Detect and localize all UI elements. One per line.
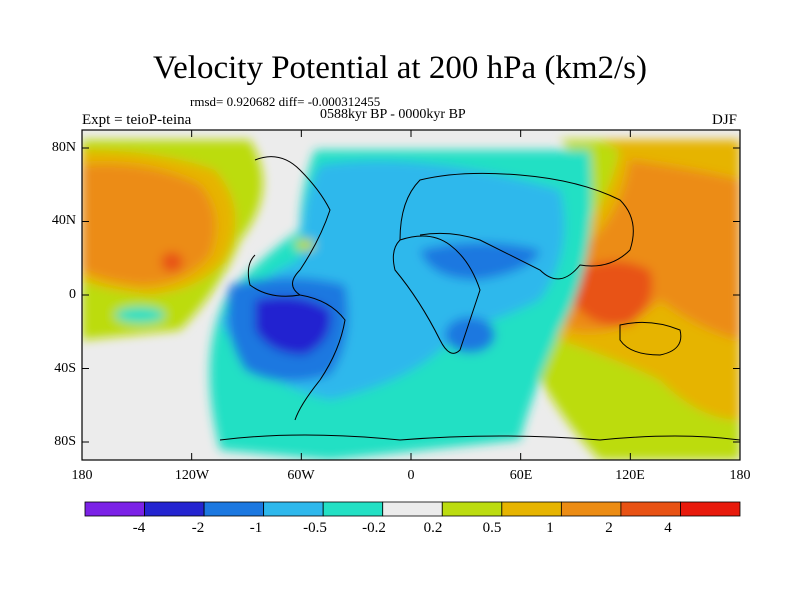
colorbar	[84, 501, 741, 517]
colorbar-label: -4	[132, 520, 146, 536]
colorbar-label: 1	[546, 520, 554, 536]
colorbar-label: 0.5	[482, 520, 502, 536]
lat-label-40s: 40S	[54, 361, 76, 376]
colorbar-swatch	[322, 501, 384, 517]
colorbar-swatch	[263, 501, 324, 517]
lon-label-180w: 180	[71, 468, 93, 483]
colorbar-label: 2	[605, 520, 613, 536]
colorbar-label: 4	[664, 520, 672, 536]
colorbar-swatch	[620, 501, 681, 517]
lon-label-0: 0	[407, 468, 415, 483]
axis-ticks	[81, 130, 741, 460]
period-label: 0588kyr BP - 0000kyr BP	[320, 107, 466, 122]
lon-label-120e: 120E	[615, 468, 645, 483]
colorbar-label: -1	[249, 520, 263, 536]
map-title: Velocity Potential at 200 hPa (km2/s)	[152, 50, 648, 86]
lat-label-80s: 80S	[54, 434, 76, 449]
colorbar-swatch	[203, 501, 265, 517]
lat-label-40n: 40N	[51, 213, 76, 228]
colorbar-label: -0.2	[362, 520, 386, 536]
rmsd-diff-stats: rmsd= 0.920682 diff= -0.000312455	[190, 94, 381, 109]
experiment-label: Expt = teioP-teina	[82, 112, 192, 128]
lat-label-80n: 80N	[51, 140, 76, 155]
lat-label-eq: 0	[69, 287, 76, 302]
colorbar-swatch	[560, 501, 622, 517]
colorbar-swatch	[441, 501, 503, 517]
season-label: DJF	[712, 112, 738, 128]
lon-label-120w: 120W	[174, 468, 210, 483]
colorbar-label: 0.2	[423, 520, 443, 536]
colorbar-swatch	[501, 501, 562, 517]
colorbar-swatch	[382, 501, 443, 517]
colorbar-swatch	[84, 501, 145, 517]
coastlines	[219, 156, 740, 441]
colorbar-label: -0.5	[303, 520, 327, 536]
velocity-potential-field	[82, 130, 740, 460]
lon-label-180e: 180	[729, 468, 751, 483]
lon-label-60e: 60E	[509, 468, 533, 483]
lon-label-60w: 60W	[287, 468, 315, 483]
colorbar-label: -2	[191, 520, 205, 536]
colorbar-swatch	[680, 501, 741, 517]
colorbar-swatch	[144, 501, 205, 517]
